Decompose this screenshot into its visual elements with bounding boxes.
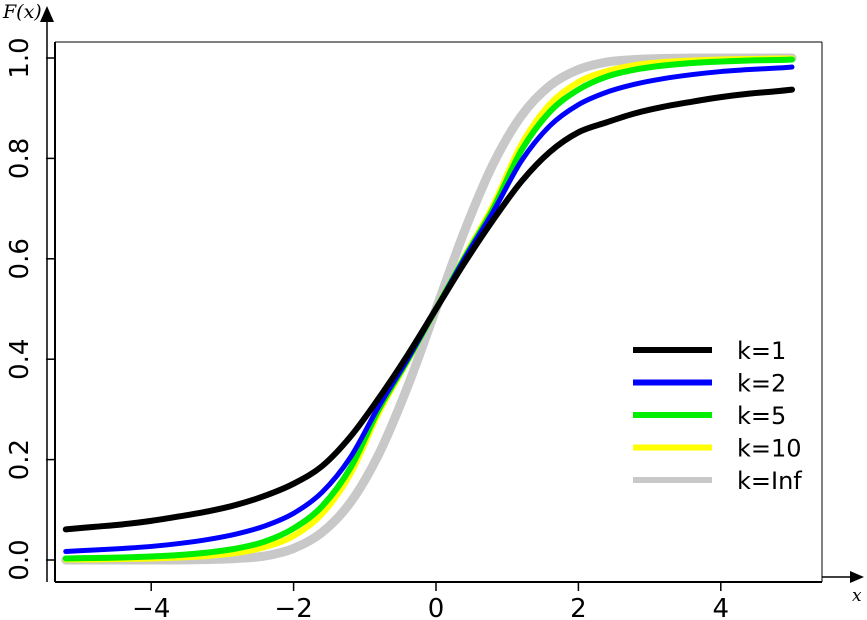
y-tick-label: 0.0: [5, 539, 35, 580]
series-line-k-inf: [61, 53, 797, 565]
legend-label: k=Inf: [737, 467, 802, 495]
series-line-k-5: [62, 56, 795, 562]
y-axis-title: F(x): [2, 1, 42, 23]
legend-label: k=1: [737, 337, 786, 365]
axis-ticks: −4 −2 0 2 4 0.0 0.2 0.4 0.6 0.8 1.0: [5, 37, 729, 620]
legend-label: k=2: [737, 370, 786, 398]
data-series: [61, 53, 797, 565]
x-tick-label: 4: [713, 594, 730, 620]
series-line-k-10: [62, 55, 795, 563]
legend: k=1 k=2 k=5 k=10 k=Inf: [633, 337, 802, 495]
x-axis-arrowhead: [850, 571, 864, 583]
y-tick-label: 0.2: [5, 439, 35, 480]
y-axis-arrowhead: [40, 6, 54, 22]
x-tick-label: −4: [132, 594, 170, 620]
y-tick-label: 0.6: [5, 238, 35, 279]
y-tick-label: 1.0: [5, 37, 35, 78]
x-axis-title: x: [852, 586, 862, 606]
legend-label: k=5: [737, 402, 786, 430]
series-line-k-1: [62, 86, 795, 533]
y-tick-label: 0.8: [5, 138, 35, 179]
x-tick-label: 2: [570, 594, 587, 620]
y-tick-label: 0.4: [5, 339, 35, 380]
x-tick-label: 0: [428, 594, 445, 620]
legend-label: k=10: [737, 435, 802, 463]
x-tick-label: −2: [274, 594, 312, 620]
